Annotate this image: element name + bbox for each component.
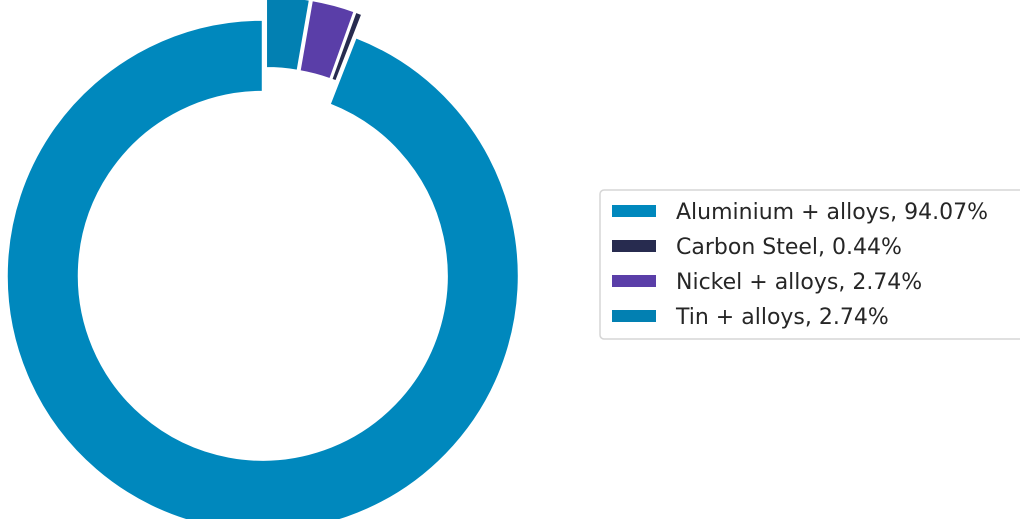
- slice-nickel-alloys: [298, 0, 356, 81]
- legend-swatch: [612, 310, 656, 322]
- legend-swatch: [612, 205, 656, 217]
- slice-tin-alloys: [265, 0, 311, 72]
- legend-swatch: [612, 275, 656, 287]
- legend-label: Aluminium + alloys, 94.07%: [676, 200, 988, 225]
- legend-label: Carbon Steel, 0.44%: [676, 235, 902, 260]
- legend-entries: Aluminium + alloys, 94.07% Carbon Steel, …: [612, 200, 988, 330]
- slice-carbon-steel: [330, 10, 364, 83]
- legend-swatch: [612, 240, 656, 252]
- legend: Aluminium + alloys, 94.07% Carbon Steel, …: [599, 189, 1020, 340]
- donut-slices: [5, 0, 520, 519]
- legend-frame: [599, 189, 1020, 340]
- legend-label: Nickel + alloys, 2.74%: [676, 270, 922, 295]
- legend-label: Tin + alloys, 2.74%: [675, 305, 889, 330]
- slice-aluminium-alloys: [5, 18, 520, 519]
